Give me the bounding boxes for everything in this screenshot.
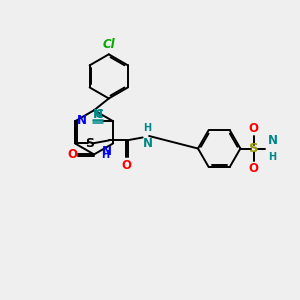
Text: N: N [143, 137, 153, 150]
Text: N: N [77, 114, 87, 127]
Text: C: C [95, 108, 103, 121]
Text: Cl: Cl [103, 38, 115, 51]
Text: N: N [268, 134, 278, 147]
Text: N: N [102, 145, 112, 158]
Text: S: S [85, 137, 94, 150]
Text: H: H [143, 123, 152, 134]
Text: H: H [268, 152, 277, 162]
Text: S: S [249, 142, 259, 155]
Text: O: O [67, 148, 77, 161]
Text: O: O [122, 159, 131, 172]
Text: O: O [249, 162, 259, 176]
Text: H: H [101, 150, 110, 160]
Text: N: N [93, 108, 103, 121]
Text: O: O [249, 122, 259, 135]
